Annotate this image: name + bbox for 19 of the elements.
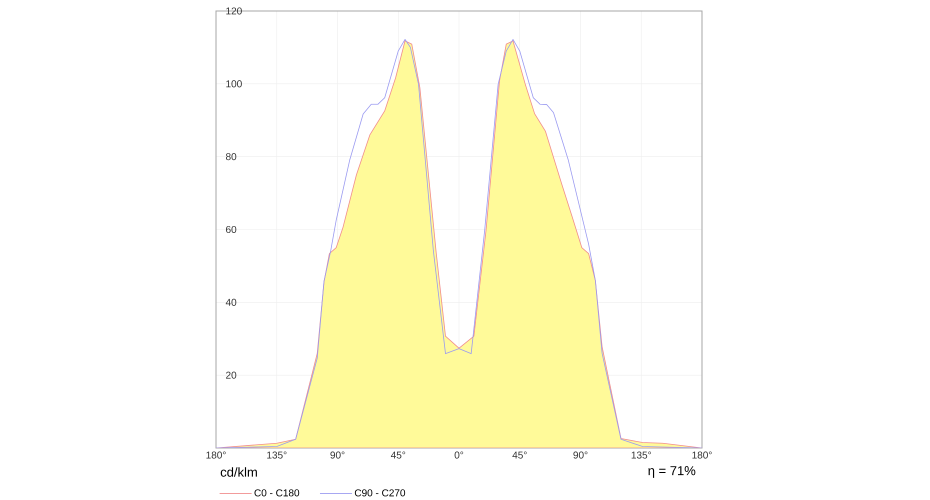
x-tick-label: 90° [573, 452, 588, 459]
x-tick-label: 180° [692, 452, 712, 459]
y-tick-label: 80 [226, 153, 236, 160]
y-tick-label: 100 [226, 80, 242, 88]
x-tick-label: 0° [454, 452, 464, 459]
y-tick-label: 60 [226, 226, 236, 234]
legend-label: C90 - C270 [354, 489, 406, 496]
y-tick-label: 40 [226, 298, 236, 306]
y-tick-label: 120 [226, 7, 242, 15]
y-tick-label: 20 [226, 372, 236, 379]
text: cd/klm [220, 467, 257, 477]
x-tick-label: 45° [390, 452, 406, 459]
text: η = 71% [648, 466, 696, 478]
x-tick-label: 135° [267, 452, 286, 459]
x-tick-label: 180° [206, 452, 226, 459]
x-tick-label: 135° [632, 452, 651, 459]
legend-label: C0 - C180 [254, 489, 300, 496]
x-tick-label: 45° [512, 452, 527, 459]
x-tick-label: 90° [330, 452, 344, 459]
